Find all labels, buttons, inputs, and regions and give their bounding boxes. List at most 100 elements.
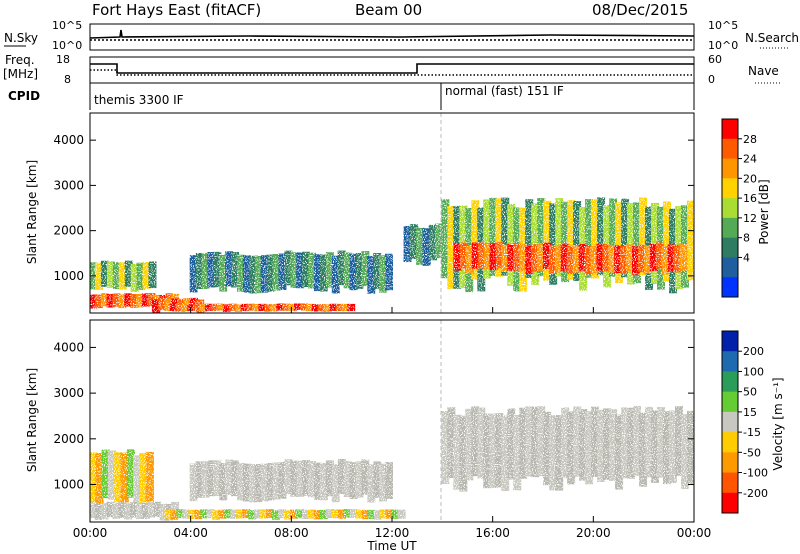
velocity-cell bbox=[133, 455, 142, 508]
power-y-axis: 4000 3000 2000 1000 bbox=[53, 133, 694, 283]
time-x-axis: 00:00 04:00 08:00 12:00 16:00 20:00 00:00 bbox=[73, 307, 712, 540]
power-cell bbox=[555, 198, 564, 277]
power-y-tick-label: 1000 bbox=[53, 269, 84, 283]
velocity-colorbar-tick-label: 100 bbox=[743, 365, 764, 378]
power-cell bbox=[643, 245, 652, 274]
power-cell bbox=[189, 255, 198, 293]
power-colorbar-tick-label: 12 bbox=[743, 212, 757, 225]
power-colorbar-swatch bbox=[722, 277, 738, 298]
velocity-colorbar-tick-label: -15 bbox=[743, 426, 761, 439]
velocity-cell bbox=[118, 502, 127, 518]
power-cell bbox=[341, 303, 350, 312]
power-cell bbox=[566, 245, 575, 275]
velocity-cell bbox=[213, 460, 222, 496]
time-tick-label: 16:00 bbox=[475, 526, 510, 540]
power-cell bbox=[489, 197, 498, 276]
power-cell bbox=[335, 303, 344, 312]
power-cell bbox=[525, 199, 534, 279]
power-colorbar-tick-label: 28 bbox=[743, 133, 757, 146]
power-colorbar-swatch bbox=[722, 257, 738, 278]
power-cell bbox=[258, 303, 267, 312]
velocity-cell bbox=[561, 407, 570, 479]
power-cell bbox=[282, 303, 291, 311]
velocity-cell bbox=[170, 510, 179, 520]
velocity-colorbar-swatch bbox=[722, 432, 738, 453]
freq-tick-low: 8 bbox=[64, 73, 71, 86]
power-cell bbox=[542, 242, 551, 269]
power-cell bbox=[361, 251, 370, 286]
velocity-cell bbox=[182, 509, 191, 519]
velocity-cell bbox=[254, 464, 263, 502]
velocity-cell bbox=[295, 509, 304, 519]
power-cell bbox=[290, 252, 299, 288]
velocity-cell bbox=[585, 411, 594, 485]
velocity-cell bbox=[657, 407, 666, 478]
velocity-cell bbox=[555, 415, 564, 491]
freq-label: Freq. bbox=[5, 53, 35, 67]
power-cell bbox=[90, 294, 97, 309]
velocity-cell bbox=[248, 464, 257, 503]
power-cell bbox=[471, 200, 480, 280]
velocity-colorbar-swatch bbox=[722, 411, 738, 433]
power-cell bbox=[620, 245, 629, 275]
velocity-cell bbox=[391, 509, 400, 519]
power-cell bbox=[590, 245, 599, 274]
velocity-cell bbox=[272, 510, 281, 520]
velocity-cell bbox=[290, 460, 299, 497]
velocity-cell bbox=[100, 503, 109, 520]
velocity-cell bbox=[230, 509, 239, 519]
velocity-cell bbox=[260, 509, 269, 519]
power-cell bbox=[591, 199, 600, 279]
velocity-colorbar-swatch bbox=[722, 492, 738, 514]
time-tick-label: 00:00 bbox=[73, 526, 108, 540]
power-cell bbox=[142, 261, 151, 289]
power-cell bbox=[222, 304, 231, 312]
velocity-cell bbox=[645, 406, 654, 478]
power-cell bbox=[639, 197, 648, 276]
velocity-ylabel: Slant Range [km] bbox=[25, 368, 39, 472]
velocity-cell bbox=[531, 406, 540, 478]
velocity-cell bbox=[471, 406, 480, 477]
velocity-cell bbox=[120, 452, 129, 503]
power-cell bbox=[319, 254, 328, 292]
power-cell bbox=[637, 244, 646, 273]
power-cell bbox=[519, 244, 528, 272]
power-cell bbox=[573, 201, 582, 281]
power-cell bbox=[151, 299, 161, 313]
velocity-cell bbox=[331, 509, 340, 519]
time-tick-label: 00:00 bbox=[677, 526, 712, 540]
power-ylabel: Slant Range [km] bbox=[25, 160, 39, 264]
velocity-cell bbox=[107, 450, 117, 500]
power-cell bbox=[621, 198, 630, 278]
power-cell bbox=[228, 303, 237, 311]
power-cell bbox=[288, 303, 296, 312]
velocity-y-tick-label: 3000 bbox=[53, 386, 84, 400]
velocity-cell bbox=[355, 461, 364, 498]
power-cell bbox=[141, 293, 150, 307]
freq-unit: [MHz] bbox=[3, 67, 38, 81]
velocity-colorbar-tick-label: -100 bbox=[743, 467, 768, 480]
velocity-cell bbox=[489, 413, 498, 488]
velocity-y-axis: 4000 3000 2000 1000 bbox=[53, 340, 694, 492]
velocity-cell bbox=[669, 410, 678, 484]
velocity-colorbar-swatch bbox=[722, 331, 738, 352]
power-data-layer bbox=[90, 197, 694, 313]
power-cell bbox=[614, 245, 623, 274]
power-cell bbox=[459, 242, 468, 269]
power-cell bbox=[626, 244, 635, 272]
velocity-cell bbox=[224, 509, 233, 519]
velocity-cell bbox=[278, 509, 287, 519]
power-cell bbox=[207, 251, 216, 288]
power-cell bbox=[663, 201, 672, 282]
velocity-colorbar-tick-label: -200 bbox=[743, 487, 768, 500]
power-cell bbox=[260, 255, 269, 293]
velocity-cell bbox=[296, 460, 305, 497]
power-cell bbox=[465, 245, 474, 274]
power-colorbar-tick-label: 16 bbox=[743, 192, 757, 205]
power-cell bbox=[560, 244, 569, 272]
power-cell bbox=[124, 293, 133, 307]
power-cell bbox=[148, 261, 157, 289]
velocity-cell bbox=[397, 509, 406, 519]
velocity-cell bbox=[465, 408, 474, 481]
velocity-cell bbox=[189, 463, 198, 502]
